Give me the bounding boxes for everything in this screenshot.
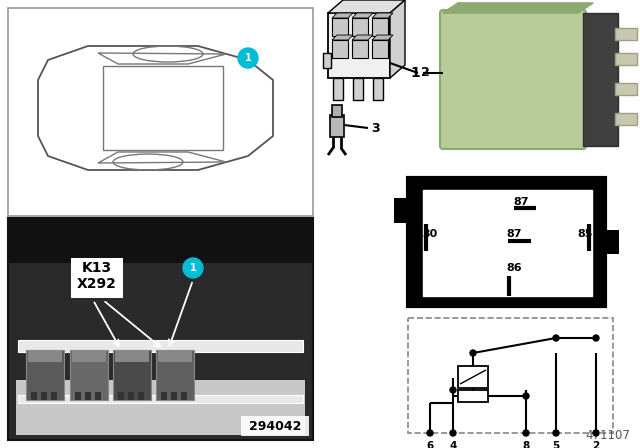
Circle shape	[450, 387, 456, 393]
Circle shape	[593, 335, 599, 341]
Circle shape	[427, 430, 433, 436]
Bar	[423, 190, 592, 296]
Text: 5: 5	[552, 441, 559, 448]
Bar	[128, 392, 134, 400]
Polygon shape	[443, 3, 593, 13]
Circle shape	[553, 430, 559, 436]
Bar	[85, 392, 91, 400]
Text: 8: 8	[522, 441, 530, 448]
Bar	[353, 78, 363, 100]
Bar	[156, 350, 194, 400]
Text: 294042: 294042	[249, 419, 301, 432]
Circle shape	[183, 258, 203, 278]
Bar	[408, 318, 613, 433]
Bar	[352, 18, 368, 36]
Text: 6: 6	[426, 441, 434, 448]
Bar	[26, 350, 64, 400]
Bar	[332, 18, 348, 36]
Polygon shape	[352, 13, 373, 18]
Bar	[31, 392, 37, 400]
Bar	[171, 392, 177, 400]
Bar	[323, 53, 331, 68]
Bar	[458, 390, 488, 402]
Polygon shape	[332, 13, 353, 18]
Bar	[71, 258, 123, 298]
Bar	[615, 53, 637, 65]
Text: 2: 2	[421, 66, 429, 79]
Text: 87: 87	[506, 229, 522, 239]
Bar	[583, 13, 618, 146]
Bar	[70, 350, 108, 400]
Text: 85: 85	[577, 229, 593, 239]
Circle shape	[450, 430, 456, 436]
Bar	[408, 178, 605, 306]
Polygon shape	[332, 35, 353, 40]
Text: 86: 86	[506, 263, 522, 273]
Polygon shape	[352, 35, 373, 40]
Polygon shape	[372, 35, 393, 40]
Bar	[328, 13, 390, 78]
Polygon shape	[390, 0, 405, 78]
Bar	[18, 340, 303, 352]
Text: 1: 1	[410, 66, 420, 80]
Circle shape	[238, 48, 258, 68]
Circle shape	[523, 393, 529, 399]
Bar	[332, 40, 348, 58]
Bar	[115, 350, 149, 362]
Circle shape	[470, 350, 476, 356]
Bar	[352, 40, 368, 58]
Circle shape	[553, 335, 559, 341]
Bar	[158, 350, 192, 362]
Circle shape	[523, 430, 529, 436]
Text: 87: 87	[513, 197, 529, 207]
Bar	[28, 350, 62, 362]
Text: K13: K13	[82, 261, 112, 275]
Text: 30: 30	[422, 229, 438, 239]
Text: 2: 2	[593, 441, 600, 448]
Bar	[8, 8, 313, 216]
Bar	[605, 230, 619, 254]
Bar	[72, 350, 106, 362]
Bar	[95, 392, 101, 400]
Bar	[75, 392, 81, 400]
Text: 1: 1	[189, 263, 196, 273]
FancyBboxPatch shape	[440, 10, 586, 149]
Bar	[372, 40, 388, 58]
Bar	[373, 78, 383, 100]
Bar	[51, 392, 57, 400]
Polygon shape	[328, 0, 405, 13]
Text: 1: 1	[244, 53, 252, 63]
Bar	[8, 218, 313, 440]
Text: X292: X292	[77, 277, 117, 291]
Bar	[458, 366, 488, 388]
Bar	[161, 392, 167, 400]
Bar	[118, 392, 124, 400]
Bar	[394, 198, 408, 223]
Bar	[18, 395, 303, 403]
Text: 4: 4	[449, 441, 457, 448]
Circle shape	[593, 430, 599, 436]
Polygon shape	[372, 13, 393, 18]
Bar	[138, 392, 144, 400]
Bar	[615, 28, 637, 40]
Bar	[8, 218, 313, 263]
Bar	[332, 105, 342, 117]
Bar	[16, 380, 305, 435]
Bar	[615, 113, 637, 125]
Bar	[181, 392, 187, 400]
Text: 3: 3	[371, 121, 380, 134]
Bar	[372, 18, 388, 36]
Bar	[113, 350, 151, 400]
Bar	[241, 416, 309, 436]
Bar	[330, 115, 344, 137]
Text: 471107: 471107	[585, 429, 630, 442]
Bar	[41, 392, 47, 400]
Bar	[615, 83, 637, 95]
Bar	[333, 78, 343, 100]
